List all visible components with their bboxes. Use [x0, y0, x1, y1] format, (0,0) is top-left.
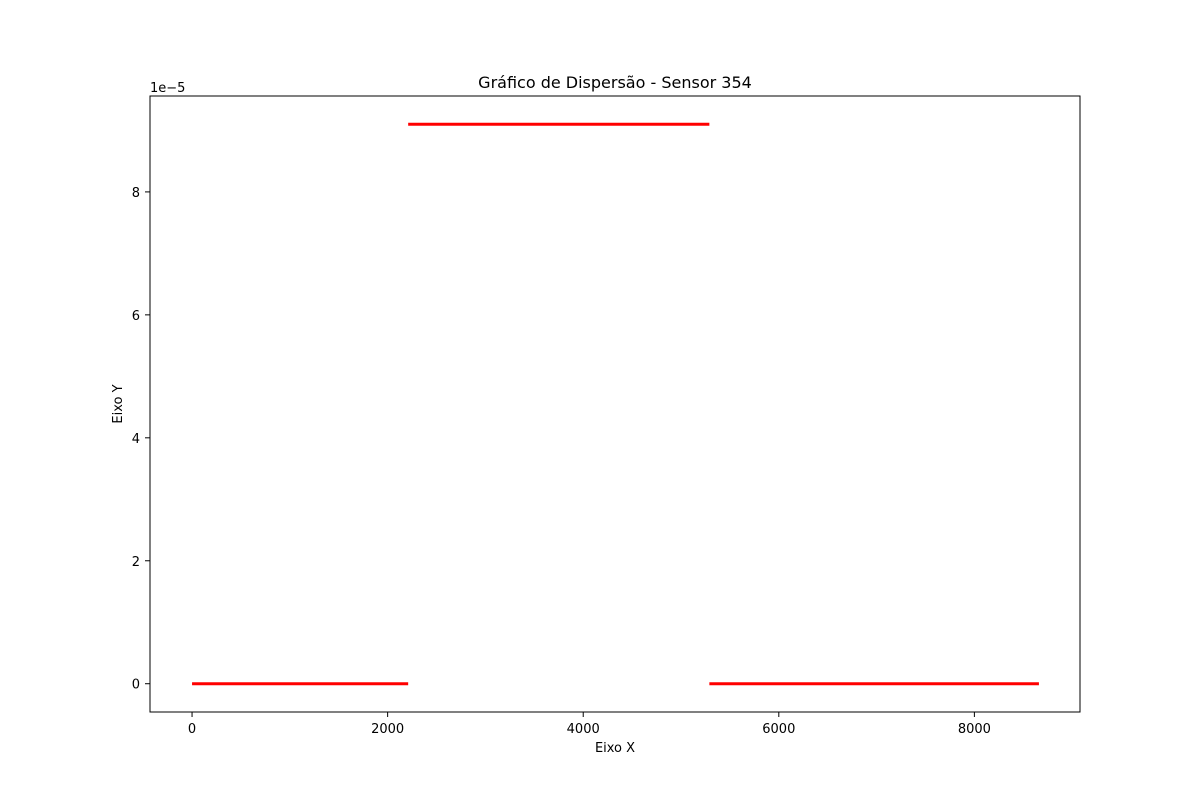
y-tick-label: 8 [132, 186, 140, 201]
y-axis-ticks: 0 2 4 6 8 [132, 186, 150, 693]
y-tick-label: 6 [132, 309, 140, 324]
x-tick-label: 4000 [567, 722, 600, 737]
plot-frame [149, 95, 1081, 713]
plot-marks [192, 122, 1039, 686]
y-tick-label: 0 [132, 678, 140, 693]
x-axis-label: Eixo X [595, 741, 635, 756]
chart-title: Gráfico de Dispersão - Sensor 354 [478, 73, 752, 92]
x-axis-ticks: 0 2000 4000 6000 8000 [188, 712, 991, 737]
y-tick-label: 4 [132, 432, 140, 447]
x-tick-label: 0 [188, 722, 196, 737]
y-axis-offset-label: 1e−5 [150, 81, 185, 96]
x-tick-label: 2000 [371, 722, 404, 737]
x-tick-label: 8000 [958, 722, 991, 737]
x-tick-label: 6000 [762, 722, 795, 737]
y-tick-label: 2 [132, 555, 140, 570]
y-axis-label: Eixo Y [111, 384, 126, 423]
